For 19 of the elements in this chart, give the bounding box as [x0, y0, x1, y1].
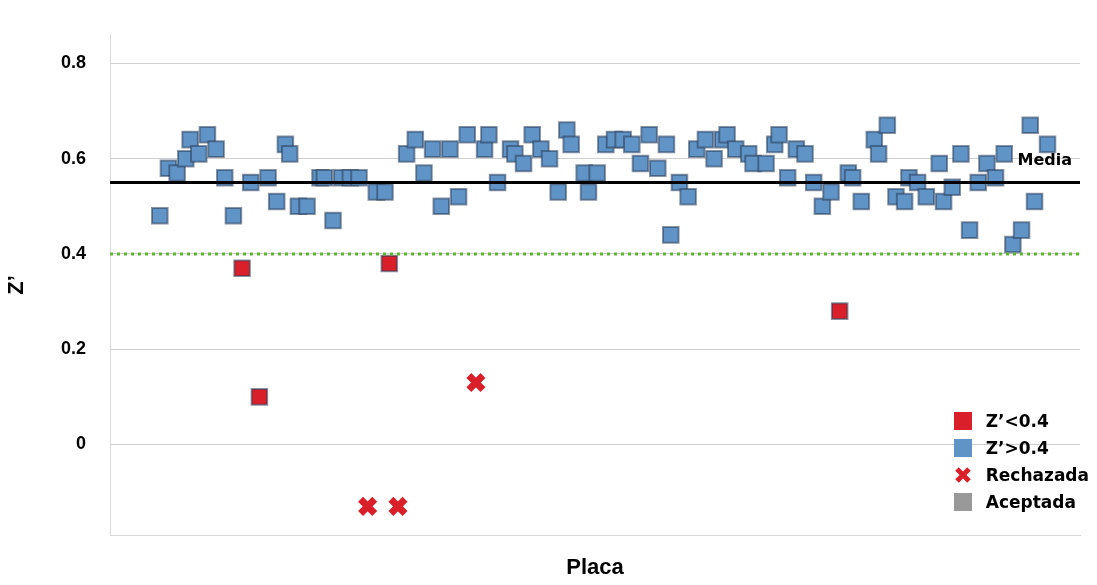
- y-tick-label: 0.8: [60, 52, 86, 73]
- y-tick-label: 0: [75, 433, 86, 454]
- y-tick-label: 0.4: [60, 242, 86, 263]
- point: [465, 371, 487, 394]
- y-axis-title: Z’: [3, 275, 29, 295]
- annotation: Aceptada: [985, 491, 1076, 512]
- point: [250, 388, 269, 406]
- ref-line-label: Media: [1017, 149, 1072, 169]
- point: [233, 259, 251, 278]
- legend-label: Rechazada: [985, 464, 1089, 485]
- y-tick-label: 0.6: [60, 147, 86, 168]
- legend-label: Z’>0.4: [985, 437, 1049, 458]
- y-tick-label: 0.2: [60, 338, 86, 359]
- x-axis-title: Placa: [566, 553, 625, 579]
- legend-label: Z’<0.4: [985, 410, 1049, 431]
- point: [387, 495, 409, 517]
- point: [380, 254, 399, 273]
- point: [357, 495, 379, 517]
- point: [830, 302, 849, 320]
